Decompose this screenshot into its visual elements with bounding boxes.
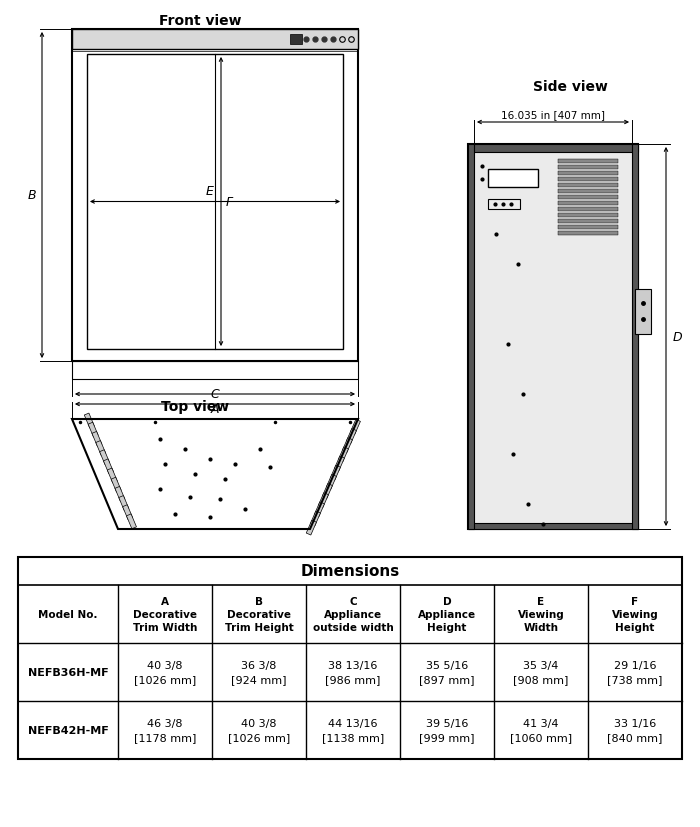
Text: 29 1/16
[738 mm]: 29 1/16 [738 mm] [608,661,663,684]
Bar [558,232,618,236]
Text: NEFB42H-MF: NEFB42H-MF [27,725,108,735]
Bar [558,160,618,164]
Text: 46 3/8
[1178 mm]: 46 3/8 [1178 mm] [134,719,196,742]
Bar [306,520,316,535]
Text: E
Viewing
Width: E Viewing Width [517,596,564,633]
Bar [468,145,474,529]
Bar [72,30,358,361]
Text: D
Appliance
Height: D Appliance Height [418,596,476,633]
Text: 39 5/16
[999 mm]: 39 5/16 [999 mm] [419,719,475,742]
Text: 44 13/16
[1138 mm]: 44 13/16 [1138 mm] [322,719,384,742]
Bar [635,289,651,335]
Bar [111,478,121,493]
Text: B
Decorative
Trim Height: B Decorative Trim Height [225,596,293,633]
Bar [558,196,618,200]
Text: F: F [226,196,233,208]
Bar [72,361,358,380]
Text: Front view: Front view [159,14,242,28]
Bar [318,493,328,508]
Text: 40 3/8
[1026 mm]: 40 3/8 [1026 mm] [134,661,196,684]
Bar [334,457,344,471]
Bar [468,145,638,153]
Bar [558,226,618,230]
Bar [127,514,136,529]
Text: Dimensions: Dimensions [300,564,400,579]
Bar [468,523,638,529]
Text: 40 3/8
[1026 mm]: 40 3/8 [1026 mm] [228,719,290,742]
Bar [87,55,343,350]
Bar [558,172,618,176]
Bar [558,220,618,224]
Text: Side view: Side view [533,80,608,94]
Bar [350,420,360,435]
Text: 33 1/16
[840 mm]: 33 1/16 [840 mm] [608,719,663,742]
Bar [326,475,337,490]
Text: E: E [206,185,214,198]
Bar [99,450,110,465]
Text: 41 3/4
[1060 mm]: 41 3/4 [1060 mm] [510,719,572,742]
Bar [558,213,618,218]
Bar [310,511,321,526]
Bar [107,469,118,483]
Bar [88,423,98,437]
Bar [84,414,95,428]
Text: A
Decorative
Trim Width: A Decorative Trim Width [133,596,197,633]
Bar [558,178,618,182]
Text: C: C [211,388,219,400]
Text: C
Appliance
outside width: C Appliance outside width [313,596,393,633]
Bar [558,189,618,194]
Text: 38 13/16
[986 mm]: 38 13/16 [986 mm] [326,661,381,684]
Bar [558,184,618,188]
Bar [322,484,332,499]
Text: B: B [27,189,36,203]
Bar [119,496,129,511]
Bar [96,441,106,456]
Bar [558,165,618,170]
Bar [18,557,682,759]
Bar [72,30,358,50]
Text: 35 5/16
[897 mm]: 35 5/16 [897 mm] [419,661,475,684]
Bar [558,208,618,212]
Text: Top view: Top view [161,399,229,414]
Bar [558,202,618,206]
Bar [342,438,352,453]
Bar [92,432,102,447]
Text: 36 3/8
[924 mm]: 36 3/8 [924 mm] [231,661,287,684]
Bar [488,200,520,210]
Bar [104,459,113,474]
Text: F
Viewing
Height: F Viewing Height [612,596,659,633]
Bar [122,505,132,520]
Bar [115,487,125,502]
Bar [290,35,302,45]
Bar [314,502,324,517]
Text: Model No.: Model No. [38,609,98,619]
Bar [330,466,340,480]
Text: NEFB36H-MF: NEFB36H-MF [28,667,108,677]
Text: 35 3/4
[908 mm]: 35 3/4 [908 mm] [513,661,568,684]
Bar [346,429,356,444]
Bar [338,447,349,462]
Bar [488,170,538,188]
Bar [468,145,638,529]
Text: D: D [673,331,682,343]
Text: 16.035 in [407 mm]: 16.035 in [407 mm] [501,110,605,120]
Bar [632,145,638,529]
Text: A: A [211,403,219,415]
